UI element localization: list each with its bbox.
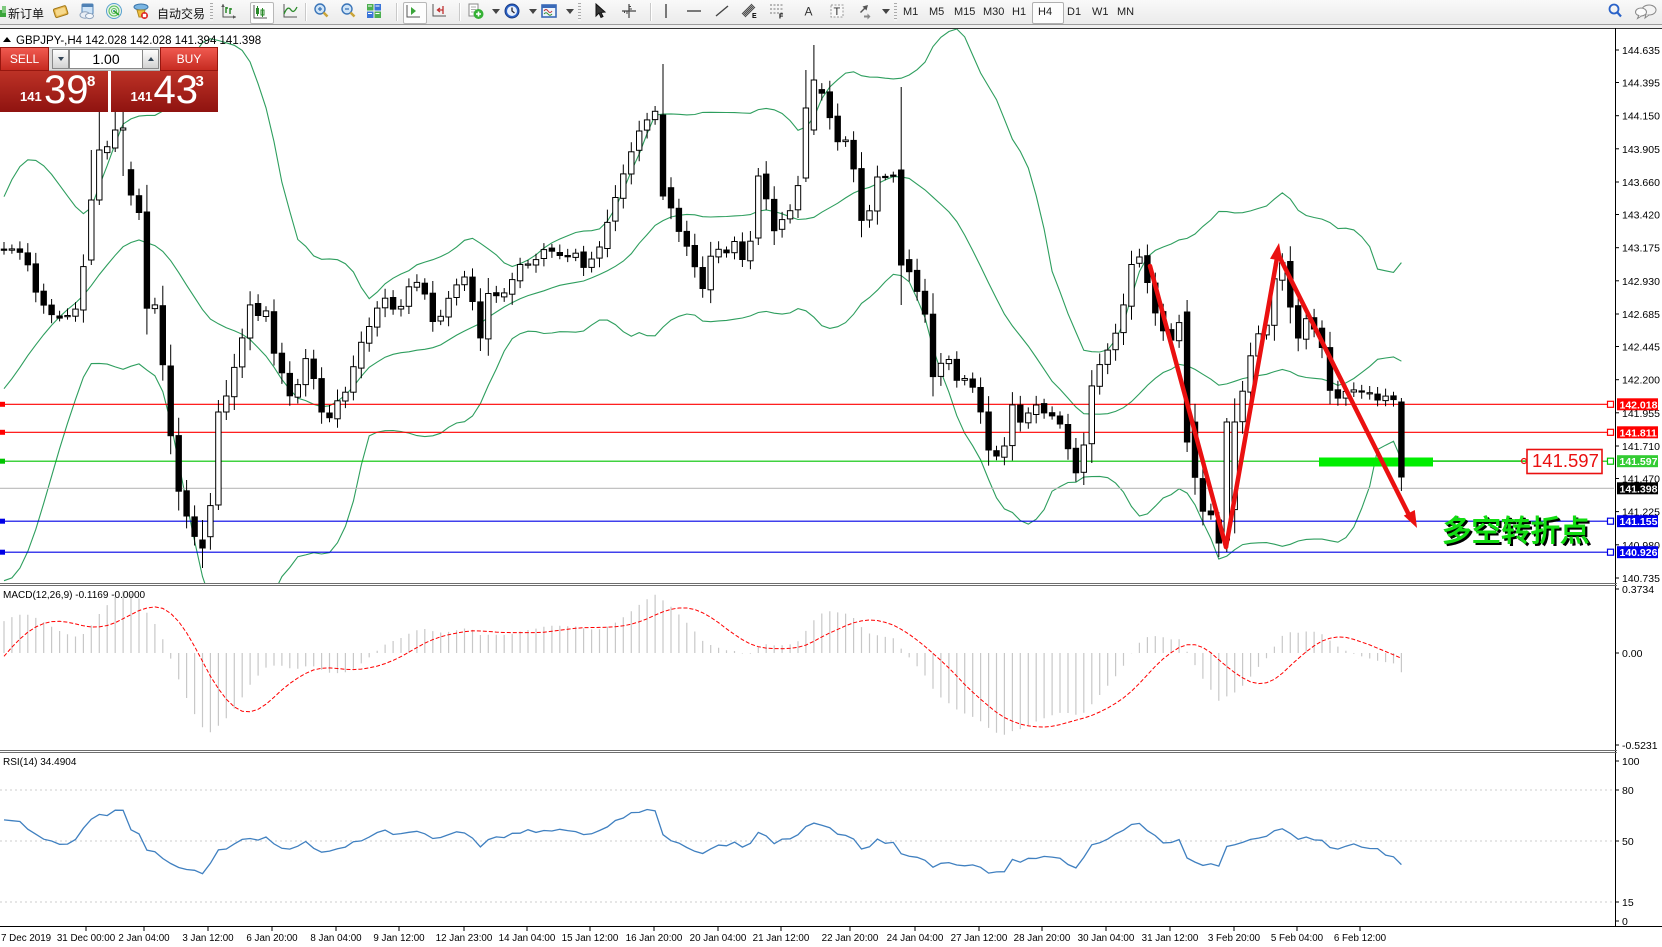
svg-text:20 Jan 04:00: 20 Jan 04:00 [690, 933, 747, 944]
svg-text:A: A [805, 5, 813, 19]
svg-text:141.955: 141.955 [1622, 408, 1660, 420]
svg-text:144.635: 144.635 [1622, 45, 1660, 57]
svg-text:141.597: 141.597 [1620, 456, 1658, 468]
svg-text:141.398: 141.398 [1620, 483, 1658, 495]
svg-text:80: 80 [1622, 785, 1634, 797]
svg-text:100: 100 [1622, 756, 1640, 768]
svg-text:142.445: 142.445 [1622, 342, 1660, 354]
svg-text:143.660: 143.660 [1622, 177, 1660, 189]
svg-text:15: 15 [1622, 897, 1634, 909]
svg-text:多空转折点: 多空转折点 [1444, 517, 1592, 550]
svg-text:6 Jan 20:00: 6 Jan 20:00 [246, 933, 298, 944]
svg-text:50: 50 [1622, 836, 1634, 848]
svg-text:MACD(12,26,9) -0.1169 -0.0000: MACD(12,26,9) -0.1169 -0.0000 [3, 590, 146, 601]
svg-text:31 Jan 12:00: 31 Jan 12:00 [1142, 933, 1199, 944]
svg-text:6 Feb 12:00: 6 Feb 12:00 [1334, 933, 1387, 944]
svg-text:15 Jan 12:00: 15 Jan 12:00 [562, 933, 619, 944]
svg-text:5 Feb 04:00: 5 Feb 04:00 [1271, 933, 1324, 944]
svg-text:RSI(14) 34.4904: RSI(14) 34.4904 [3, 757, 77, 768]
svg-text:143.420: 143.420 [1622, 210, 1660, 222]
svg-text:7 Dec 2019: 7 Dec 2019 [1, 933, 51, 944]
svg-text:E: E [752, 13, 757, 20]
svg-text:141.710: 141.710 [1622, 441, 1660, 453]
svg-text:2 Jan 04:00: 2 Jan 04:00 [118, 933, 170, 944]
svg-text:142.018: 142.018 [1620, 399, 1658, 411]
svg-text:F: F [779, 14, 784, 21]
svg-text:144.395: 144.395 [1622, 78, 1660, 90]
svg-text:140.735: 140.735 [1622, 573, 1660, 585]
svg-text:144.150: 144.150 [1622, 111, 1660, 123]
svg-text:0.3734: 0.3734 [1622, 584, 1654, 596]
svg-text:22 Jan 20:00: 22 Jan 20:00 [822, 933, 879, 944]
svg-text:T: T [834, 6, 841, 18]
svg-text:142.685: 142.685 [1622, 309, 1660, 321]
svg-text:143.905: 143.905 [1622, 144, 1660, 156]
svg-text:0: 0 [1622, 916, 1628, 928]
svg-text:141.597: 141.597 [1532, 450, 1599, 471]
svg-text:16 Jan 20:00: 16 Jan 20:00 [626, 933, 683, 944]
svg-text:141.155: 141.155 [1620, 516, 1658, 528]
svg-text:30 Jan 04:00: 30 Jan 04:00 [1078, 933, 1135, 944]
svg-text:27 Jan 12:00: 27 Jan 12:00 [951, 933, 1008, 944]
svg-text:24 Jan 04:00: 24 Jan 04:00 [887, 933, 944, 944]
svg-text:12 Jan 23:00: 12 Jan 23:00 [436, 933, 493, 944]
svg-text:9 Jan 12:00: 9 Jan 12:00 [373, 933, 425, 944]
svg-text:8 Jan 04:00: 8 Jan 04:00 [310, 933, 362, 944]
svg-text:3 Jan 12:00: 3 Jan 12:00 [182, 933, 234, 944]
svg-text:31 Dec 00:00: 31 Dec 00:00 [57, 933, 116, 944]
svg-text:-0.5231: -0.5231 [1622, 740, 1658, 752]
svg-text:0.00: 0.00 [1622, 648, 1643, 660]
svg-text:28 Jan 20:00: 28 Jan 20:00 [1014, 933, 1071, 944]
svg-text:141.811: 141.811 [1620, 427, 1658, 439]
svg-text:142.200: 142.200 [1622, 375, 1660, 387]
svg-text:GBPJPY-,H4 142.028 142.028 14: GBPJPY-,H4 142.028 142.028 141.394 141.3… [16, 35, 261, 47]
svg-text:21 Jan 12:00: 21 Jan 12:00 [753, 933, 810, 944]
svg-text:143.175: 143.175 [1622, 243, 1660, 255]
svg-text:140.926: 140.926 [1620, 547, 1658, 559]
svg-text:142.930: 142.930 [1622, 276, 1660, 288]
svg-text:14 Jan 04:00: 14 Jan 04:00 [499, 933, 556, 944]
svg-text:多空转折点: 多空转折点 [1442, 515, 1590, 548]
svg-text:3 Feb 20:00: 3 Feb 20:00 [1208, 933, 1261, 944]
